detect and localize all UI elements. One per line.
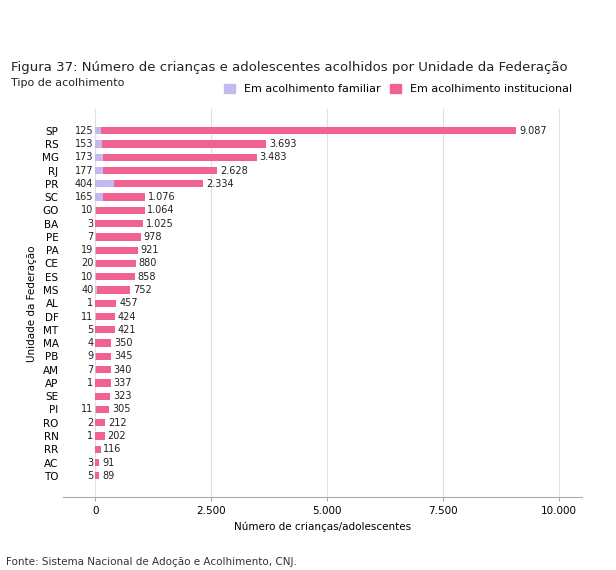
Bar <box>95 446 100 453</box>
Bar <box>95 286 130 294</box>
Bar <box>95 459 99 466</box>
Bar <box>95 326 115 333</box>
Text: 173: 173 <box>75 152 94 162</box>
Text: 3.483: 3.483 <box>259 152 287 162</box>
Text: 921: 921 <box>140 245 159 255</box>
Text: 752: 752 <box>133 285 152 295</box>
Bar <box>95 127 516 135</box>
Text: 457: 457 <box>119 298 138 308</box>
Bar <box>95 180 203 188</box>
Text: Tipo de acolhimento: Tipo de acolhimento <box>11 78 124 88</box>
Text: 337: 337 <box>113 378 132 388</box>
Bar <box>95 167 217 174</box>
Text: 212: 212 <box>108 418 126 428</box>
Text: 116: 116 <box>103 444 122 454</box>
Text: 858: 858 <box>138 272 156 282</box>
Bar <box>95 472 99 479</box>
Text: 153: 153 <box>75 139 94 149</box>
Text: 421: 421 <box>118 325 136 335</box>
Legend: Em acolhimento familiar, Em acolhimento institucional: Em acolhimento familiar, Em acolhimento … <box>224 84 572 94</box>
Text: 10: 10 <box>81 272 94 282</box>
Bar <box>95 140 266 148</box>
Text: 10: 10 <box>81 205 94 215</box>
Text: 404: 404 <box>75 179 94 189</box>
Text: 978: 978 <box>144 232 162 242</box>
Bar <box>95 286 97 294</box>
Text: 2.628: 2.628 <box>220 165 248 176</box>
Text: 424: 424 <box>118 312 136 321</box>
Bar <box>95 193 145 201</box>
Bar <box>95 207 145 214</box>
Bar <box>95 127 101 135</box>
Bar <box>95 353 111 360</box>
Bar <box>95 273 135 280</box>
Text: 323: 323 <box>113 391 131 401</box>
Text: 11: 11 <box>81 312 94 321</box>
Bar <box>95 180 114 188</box>
Text: 125: 125 <box>75 126 94 136</box>
Bar <box>95 406 109 413</box>
Text: 7: 7 <box>87 365 94 374</box>
Text: 177: 177 <box>75 165 94 176</box>
Text: 9: 9 <box>87 351 94 361</box>
Bar <box>95 366 111 373</box>
Y-axis label: Unidade da Federação: Unidade da Federação <box>27 245 38 361</box>
Bar <box>95 220 143 227</box>
Bar <box>95 313 115 320</box>
Text: 3: 3 <box>87 219 94 229</box>
Text: Fonte: Sistema Nacional de Adoção e Acolhimento, CNJ.: Fonte: Sistema Nacional de Adoção e Acol… <box>6 557 297 567</box>
Text: 1.064: 1.064 <box>147 205 175 215</box>
Text: 11: 11 <box>81 405 94 414</box>
Text: 5: 5 <box>87 471 94 481</box>
Text: 1.025: 1.025 <box>145 219 173 229</box>
Text: 880: 880 <box>139 258 157 268</box>
Text: 2: 2 <box>87 418 94 428</box>
Bar <box>95 419 105 426</box>
Text: 19: 19 <box>81 245 94 255</box>
Text: 4: 4 <box>87 338 94 348</box>
Text: 9.087: 9.087 <box>519 126 547 136</box>
Text: 345: 345 <box>114 351 132 361</box>
Bar <box>95 154 257 161</box>
Text: 350: 350 <box>114 338 132 348</box>
Text: Figura 37: Número de crianças e adolescentes acolhidos por Unidade da Federação: Figura 37: Número de crianças e adolesce… <box>11 60 567 74</box>
Text: 91: 91 <box>102 458 115 467</box>
Text: 2.334: 2.334 <box>206 179 234 189</box>
Bar <box>95 260 136 267</box>
Bar <box>95 140 102 148</box>
Bar <box>95 340 111 347</box>
Bar <box>95 393 110 400</box>
Text: 1: 1 <box>87 378 94 388</box>
Bar <box>95 233 140 241</box>
Text: 40: 40 <box>81 285 94 295</box>
Bar <box>95 247 96 254</box>
Bar <box>95 379 111 386</box>
Bar <box>95 260 96 267</box>
Bar <box>95 193 103 201</box>
Bar <box>95 247 138 254</box>
Text: 1: 1 <box>87 431 94 441</box>
Bar <box>95 167 103 174</box>
Text: 340: 340 <box>114 365 132 374</box>
Text: 1.076: 1.076 <box>148 192 176 202</box>
Text: 89: 89 <box>102 471 115 481</box>
Text: 3.693: 3.693 <box>269 139 297 149</box>
Bar <box>95 433 105 439</box>
Text: 1: 1 <box>87 298 94 308</box>
X-axis label: Número de crianças/adolescentes: Número de crianças/adolescentes <box>234 522 411 532</box>
Text: 305: 305 <box>112 405 131 414</box>
Text: 165: 165 <box>75 192 94 202</box>
Text: 3: 3 <box>87 458 94 467</box>
Bar <box>95 300 116 307</box>
Text: 202: 202 <box>107 431 126 441</box>
Text: 20: 20 <box>81 258 94 268</box>
Text: 5: 5 <box>87 325 94 335</box>
Bar <box>95 154 103 161</box>
Text: 7: 7 <box>87 232 94 242</box>
